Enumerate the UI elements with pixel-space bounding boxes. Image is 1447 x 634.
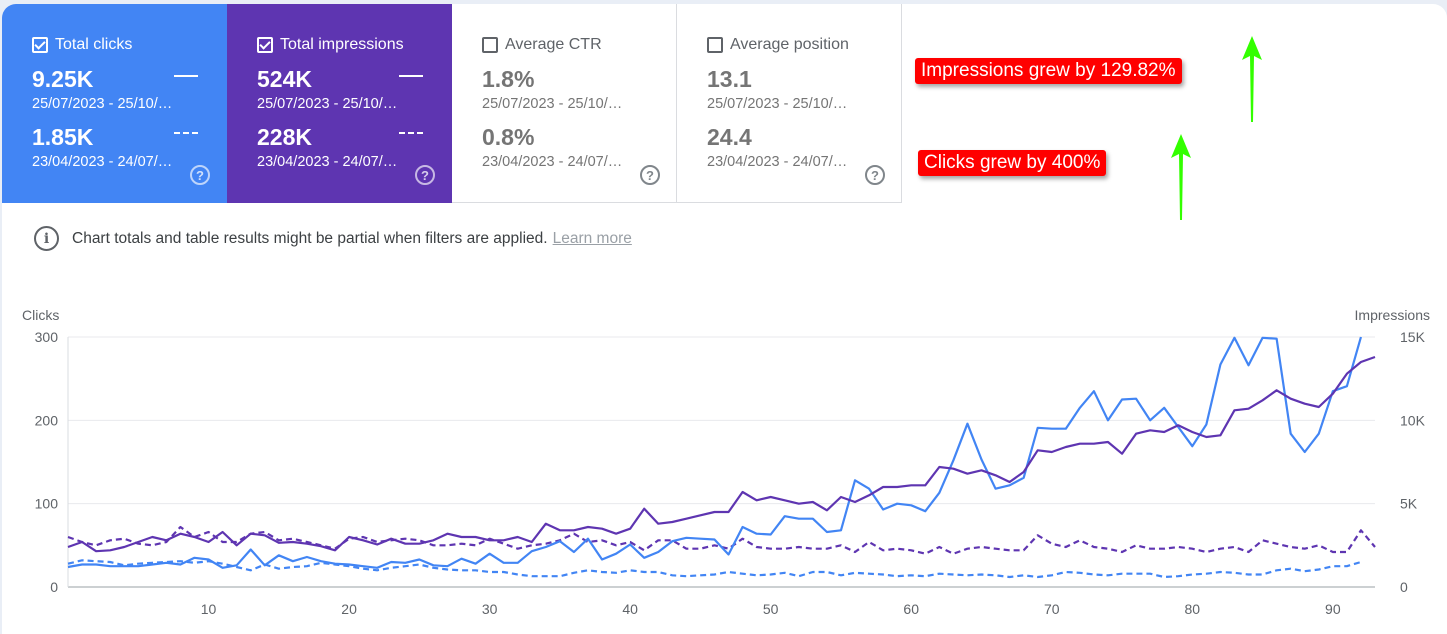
x-tick-label: 30: [482, 601, 498, 617]
checkbox-checked-icon[interactable]: [257, 37, 273, 53]
left-axis-label: Clicks: [22, 307, 59, 323]
metric-value-previous: 1.85K: [32, 124, 94, 150]
metric-card-average-ctr[interactable]: Average CTR 1.8% 25/07/2023 - 25/10/… 0.…: [452, 4, 677, 203]
right-tick-label: 15K: [1400, 329, 1426, 345]
checkbox-unchecked-icon[interactable]: [482, 37, 498, 53]
dashed-line-legend-icon: [174, 132, 198, 134]
metric-card-total-impressions[interactable]: Total impressions 524K 25/07/2023 - 25/1…: [227, 4, 452, 203]
help-icon[interactable]: ?: [190, 165, 210, 185]
checkbox-checked-icon[interactable]: [32, 37, 48, 53]
metric-card-total-clicks[interactable]: Total clicks 9.25K 25/07/2023 - 25/10/… …: [2, 4, 227, 203]
metric-value-current: 13.1: [707, 66, 752, 92]
metric-dates-current: 25/07/2023 - 25/10/…: [32, 96, 173, 112]
x-tick-label: 90: [1325, 601, 1341, 617]
metric-card-header[interactable]: Total clicks: [32, 34, 227, 56]
metric-dates-current: 25/07/2023 - 25/10/…: [707, 96, 848, 112]
help-icon[interactable]: ?: [865, 165, 885, 185]
solid-line-legend-icon: [399, 75, 423, 77]
learn-more-link[interactable]: Learn more: [552, 229, 632, 247]
metric-value-current: 1.8%: [482, 66, 535, 92]
right-tick-label: 5K: [1400, 496, 1418, 512]
help-icon[interactable]: ?: [415, 165, 435, 185]
right-axis-ticks: 0 5K 10K 15K: [1400, 329, 1426, 595]
partial-results-notice: i Chart totals and table results might b…: [34, 226, 632, 251]
left-tick-label: 200: [35, 412, 59, 428]
metric-dates-previous: 23/04/2023 - 24/07/…: [32, 154, 173, 170]
x-tick-label: 60: [903, 601, 919, 617]
clicks-dashed-line: [67, 559, 1362, 579]
impressions-dashed-line: [67, 525, 1376, 555]
metric-cards: Total clicks 9.25K 25/07/2023 - 25/10/… …: [2, 4, 902, 203]
solid-line-legend-icon: [174, 75, 198, 77]
up-arrow-icon: [1242, 36, 1262, 122]
metric-value-current: 9.25K: [32, 66, 94, 92]
metric-dates-current: 25/07/2023 - 25/10/…: [482, 96, 623, 112]
x-tick-label: 40: [622, 601, 638, 617]
right-tick-label: 0: [1400, 579, 1408, 595]
up-arrow-icon: [1171, 134, 1191, 220]
notice-text: Chart totals and table results might be …: [72, 229, 548, 247]
metric-card-header[interactable]: Average position: [707, 34, 901, 56]
left-tick-label: 0: [50, 579, 58, 595]
metric-dates-previous: 23/04/2023 - 24/07/…: [482, 154, 623, 170]
metric-dates-previous: 23/04/2023 - 24/07/…: [707, 154, 848, 170]
chart-series: [67, 336, 1376, 579]
dashed-line-legend-icon: [399, 132, 423, 134]
metric-label: Average position: [730, 36, 849, 53]
left-tick-label: 100: [35, 496, 59, 512]
metric-card-header[interactable]: Average CTR: [482, 34, 676, 56]
metric-value-previous: 0.8%: [482, 124, 535, 150]
metric-label: Average CTR: [505, 36, 602, 53]
x-tick-label: 70: [1044, 601, 1060, 617]
clicks-solid-line: [67, 336, 1363, 569]
metric-card-average-position[interactable]: Average position 13.1 25/07/2023 - 25/10…: [677, 4, 902, 203]
metric-dates-current: 25/07/2023 - 25/10/…: [257, 96, 398, 112]
x-tick-label: 80: [1185, 601, 1201, 617]
impressions-growth-annotation: Impressions grew by 129.82%: [915, 58, 1182, 84]
metric-value-previous: 24.4: [707, 124, 752, 150]
checkbox-unchecked-icon[interactable]: [707, 37, 723, 53]
info-icon: i: [34, 226, 59, 251]
impressions-solid-line: [67, 355, 1376, 553]
right-tick-label: 10K: [1400, 412, 1426, 428]
chart-gridlines: [67, 336, 1375, 588]
left-axis-ticks: 0 100 200 300: [35, 329, 59, 595]
metric-value-previous: 228K: [257, 124, 312, 150]
metric-card-header[interactable]: Total impressions: [257, 34, 452, 56]
x-axis-ticks: 10 20 30 40 50 60 70 80 90: [201, 601, 1341, 617]
metric-dates-previous: 23/04/2023 - 24/07/…: [257, 154, 398, 170]
metric-label: Total clicks: [55, 36, 133, 53]
right-axis-label: Impressions: [1355, 307, 1430, 323]
metric-value-current: 524K: [257, 66, 312, 92]
x-tick-label: 10: [201, 601, 217, 617]
clicks-growth-annotation: Clicks grew by 400%: [918, 150, 1107, 176]
performance-panel: Total clicks 9.25K 25/07/2023 - 25/10/… …: [2, 4, 1447, 634]
x-tick-label: 20: [341, 601, 357, 617]
metric-label: Total impressions: [280, 36, 404, 53]
help-icon[interactable]: ?: [640, 165, 660, 185]
left-tick-label: 300: [35, 329, 59, 345]
x-tick-label: 50: [763, 601, 779, 617]
